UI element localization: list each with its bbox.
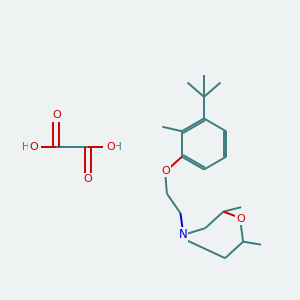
Text: H: H [22,142,30,152]
Text: O: O [52,110,61,121]
Text: O: O [83,173,92,184]
Text: O: O [106,142,115,152]
Text: N: N [178,228,187,241]
Text: O: O [161,166,170,176]
Text: O: O [29,142,38,152]
Text: O: O [236,214,245,224]
Text: H: H [114,142,122,152]
